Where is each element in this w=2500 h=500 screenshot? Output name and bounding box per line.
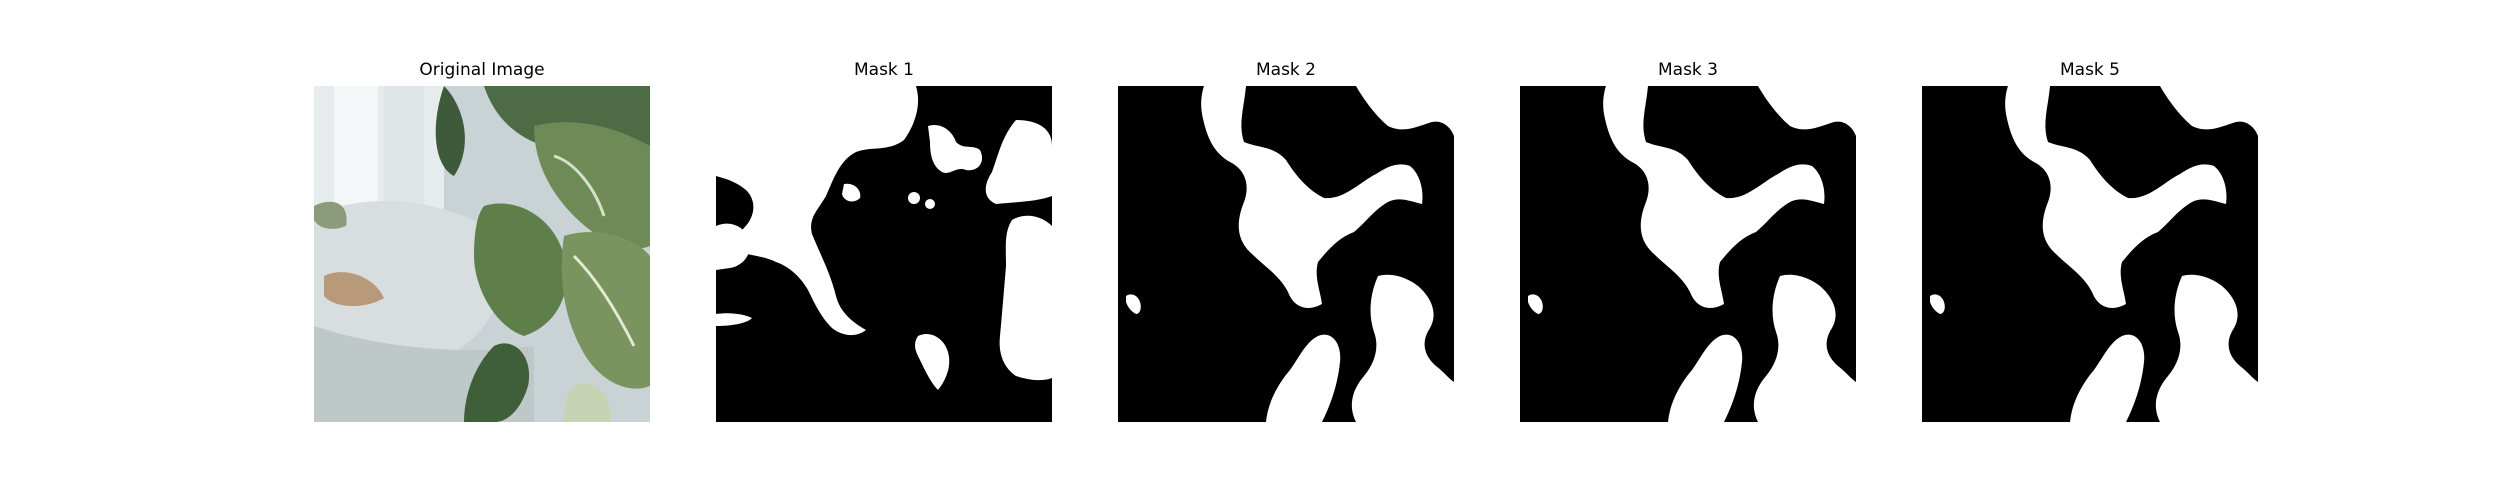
panel-title: Original Image xyxy=(419,60,545,80)
panel-title: Mask 1 xyxy=(853,60,914,80)
mask-image xyxy=(716,86,1052,422)
panel-title: Mask 3 xyxy=(1657,60,1718,80)
panel-title: Mask 5 xyxy=(2059,60,2120,80)
original-photo xyxy=(314,86,650,422)
mask-image xyxy=(1118,86,1454,422)
mask-image xyxy=(1922,86,2258,422)
panel-title: Mask 2 xyxy=(1255,60,1316,80)
mask-image xyxy=(1520,86,1856,422)
